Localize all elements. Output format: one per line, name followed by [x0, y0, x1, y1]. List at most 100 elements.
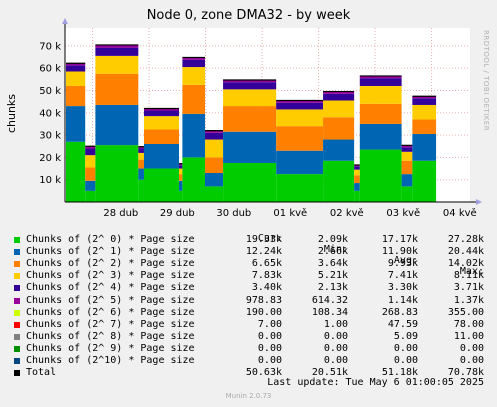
area-segment-s1: [323, 139, 355, 161]
legend-value-max: 11.00: [453, 330, 484, 342]
legend-series-name: Chunks of (2^ 5) * Page size: [26, 294, 195, 306]
area-segment-s4: [66, 65, 86, 72]
area-segment-s2: [354, 175, 360, 184]
area-segment-s0: [223, 162, 277, 202]
x-tick-label: 03 kvě: [386, 207, 420, 219]
area-segment-s2: [323, 117, 355, 140]
legend-value-max: 70.78k: [447, 367, 484, 379]
legend-swatch: [14, 321, 20, 328]
legend-value-cur: 12.24k: [245, 246, 282, 258]
x-tick-label: 30 dub: [216, 208, 251, 219]
legend-value-max: 0.00: [459, 342, 484, 354]
area-segment-s5: [323, 91, 355, 94]
legend-series-name: Chunks of (2^ 0) * Page size: [26, 234, 195, 246]
x-tick-label: 04 kvě: [443, 207, 477, 219]
area-segment-s2: [66, 86, 86, 107]
legend-row: Chunks of (2^ 4) * Page size 3.40k 2.13k 3.…: [14, 282, 484, 294]
area-segment-s2: [85, 167, 96, 181]
area-segment-s5: [95, 44, 139, 48]
legend-row: Chunks of (2^ 1) * Page size 12.24k 2.66k 1…: [14, 246, 484, 258]
legend-value-max: 0.00: [459, 355, 484, 367]
area-segment-s4: [354, 166, 360, 170]
area-segment-s1: [412, 133, 437, 161]
x-tick-label: 02 kvě: [330, 207, 364, 219]
legend-series-name: Chunks of (2^ 9) * Page size: [26, 342, 195, 354]
area-segment-s0: [179, 190, 183, 202]
area-segment-s4: [182, 59, 205, 68]
legend-value-min: 0.00: [323, 342, 348, 354]
area-segment-s3: [85, 155, 96, 168]
area-segment-s3: [412, 104, 437, 120]
area-segment-s1: [359, 123, 402, 150]
legend-value-cur: 0.00: [257, 342, 282, 354]
legend-table: Cur: Min: Avg: Max: Chunks of (2^ 0) * P…: [14, 222, 484, 379]
area-segment-s4: [179, 165, 183, 169]
area-segment-s3: [204, 139, 224, 158]
area-segment-s5: [354, 164, 360, 167]
area-segment-s3: [182, 67, 205, 85]
area-segment-s4: [412, 98, 437, 105]
legend-value-cur: 7.83k: [251, 270, 282, 282]
legend-value-min: 2.09k: [317, 234, 348, 246]
legend-series-name: Chunks of (2^ 8) * Page size: [26, 330, 195, 342]
legend-value-cur: 6.65k: [251, 258, 282, 270]
area-segment-s5: [138, 146, 144, 149]
area-segment-s0: [204, 186, 224, 202]
area-segment-s4: [143, 110, 179, 117]
area-segment-s2: [182, 84, 205, 114]
legend-value-avg: 0.00: [393, 355, 418, 367]
legend-row: Chunks of (2^ 9) * Page size 0.00 0.00 0.00…: [14, 343, 484, 355]
legend-value-cur: 19.33k: [245, 234, 282, 246]
legend-value-avg: 7.41k: [387, 270, 418, 282]
legend-value-min: 1.00: [323, 318, 348, 330]
area-segment-s1: [95, 104, 139, 146]
legend-value-avg: 268.83: [381, 306, 418, 318]
legend-header-cur: Cur:: [257, 233, 282, 244]
legend-value-max: 8.11k: [453, 270, 484, 282]
area-segment-s2: [359, 103, 402, 124]
area-segment-s1: [276, 150, 324, 175]
area-segment-s2: [204, 157, 224, 173]
area-segment-s4: [138, 148, 144, 153]
legend-value-min: 20.51k: [311, 367, 348, 379]
area-segment-s4: [95, 47, 139, 56]
axes: [62, 18, 482, 205]
legend-swatch: [14, 309, 20, 316]
area-segment-s0: [359, 149, 402, 202]
area-segment-s3: [401, 151, 413, 161]
area-segment-s5: [85, 146, 96, 149]
legend-value-min: 2.66k: [317, 246, 348, 258]
area-segment-s1: [204, 173, 224, 187]
area-segment-s5: [276, 100, 324, 103]
legend-swatch: [14, 370, 20, 377]
legend-swatch: [14, 273, 20, 280]
y-tick-label: 40 k: [39, 108, 61, 119]
area-segment-s1: [182, 113, 205, 158]
y-tick-label: 60 k: [39, 64, 61, 75]
legend-value-min: 614.32: [311, 294, 348, 306]
legend-value-cur: 7.00: [257, 318, 282, 330]
area-segment-s3: [359, 86, 402, 104]
legend-swatch: [14, 345, 20, 352]
stacked-areas: [66, 44, 437, 202]
area-segment-s5: [179, 163, 183, 166]
area-segment-s0: [182, 157, 205, 202]
legend-series-name: Chunks of (2^ 2) * Page size: [26, 258, 195, 270]
x-tick-label: 01 kvě: [273, 207, 307, 219]
legend-series-name: Chunks of (2^ 3) * Page size: [26, 270, 195, 282]
legend-value-max: 355.00: [447, 306, 484, 318]
x-tick-label: 29 dub: [160, 208, 195, 219]
area-segment-s1: [401, 174, 413, 187]
legend-header-max: Max:: [459, 266, 484, 277]
y-tick-label: 70 k: [39, 41, 61, 52]
area-segment-s5: [204, 130, 224, 133]
area-segment-s2: [179, 174, 183, 181]
x-tick-labels: 28 dub 29 dub 30 dub 01 kvě 02 kvě 03 kvě 04 k…: [103, 207, 477, 219]
legend-value-max: 20.44k: [447, 246, 484, 258]
legend-value-avg: 3.30k: [387, 282, 418, 294]
area-segment-s0: [85, 190, 96, 202]
legend-value-cur: 50.63k: [245, 367, 282, 379]
area-segment-s0: [143, 168, 179, 202]
legend-value-max: 1.37k: [453, 294, 484, 306]
legend-series-name: Chunks of (2^ 1) * Page size: [26, 246, 195, 258]
